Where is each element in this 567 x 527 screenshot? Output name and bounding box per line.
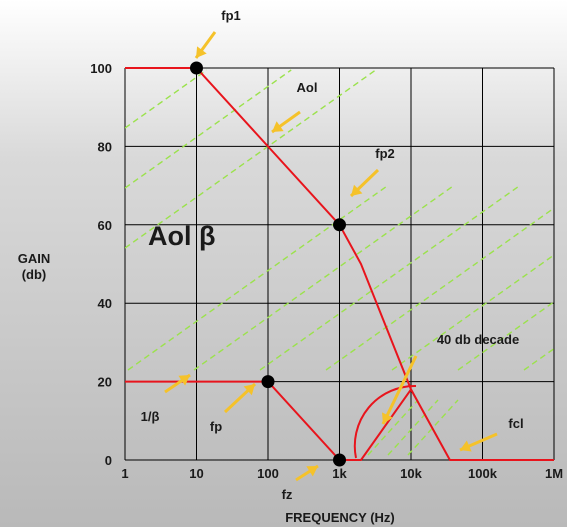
annotation-arrowhead-6	[306, 466, 318, 477]
hatch-upper-line-0	[125, 69, 208, 129]
x-axis-label: FREQUENCY (Hz)	[285, 510, 395, 525]
annotation-arrowhead-2	[351, 184, 363, 196]
grid	[124, 67, 555, 461]
hatch-region	[125, 69, 554, 456]
label-fp2: fp2	[375, 146, 395, 161]
x-tick-label-0: 1	[121, 466, 128, 481]
hatch-line-2	[259, 184, 521, 371]
hatch-upper-line-2	[125, 69, 377, 249]
hatch-line-1	[193, 184, 455, 371]
label-fp1: fp1	[221, 8, 241, 23]
marker-fp1	[190, 61, 203, 75]
annotation-arrowhead-4	[178, 375, 190, 386]
annotation-arrow-3	[381, 355, 418, 425]
marker-fp	[261, 375, 275, 389]
label-fp: fp	[210, 419, 222, 434]
tick-labels: 1 10 100 1k 10k 100k 1M 0 20 40 60 80 100	[90, 61, 563, 481]
hatch-corner-line-1	[387, 399, 439, 456]
y-axis-label-line1: GAIN (db)	[18, 251, 51, 282]
annotation-arrowhead-1	[272, 121, 284, 132]
y-tick-label-5: 100	[90, 61, 112, 76]
label-fz: fz	[282, 487, 293, 502]
annotation-arrowhead-0	[196, 46, 207, 58]
hatch-line-0	[127, 184, 389, 371]
y-tick-label-0: 0	[105, 453, 112, 468]
annotation-arrowhead-3	[382, 412, 393, 424]
annotation-arrowhead-5	[243, 384, 255, 396]
marker-fz	[333, 453, 346, 467]
x-tick-label-3: 1k	[332, 466, 347, 481]
annotation-arrowhead-7	[460, 440, 472, 452]
hatch-line-4	[391, 254, 554, 371]
x-tick-label-4: 10k	[400, 466, 422, 481]
hatch-upper-line-1	[125, 69, 292, 189]
hatch-corner-line-0	[367, 399, 419, 456]
label-aol-beta: Aol β	[148, 221, 215, 251]
x-tick-label-2: 100	[257, 466, 279, 481]
label-inverse-beta: 1/β	[141, 409, 160, 424]
x-tick-label-6: 1M	[545, 466, 563, 481]
hatch-line-3	[325, 207, 554, 371]
label-fcl: fcl	[508, 416, 523, 431]
x-tick-label-1: 10	[189, 466, 203, 481]
marker-fp2	[333, 218, 346, 232]
label-40db-decade: 40 db decade	[437, 332, 519, 347]
y-tick-label-3: 60	[98, 218, 112, 233]
y-tick-label-2: 40	[98, 296, 112, 311]
x-tick-label-5: 100k	[468, 466, 498, 481]
hatch-line-5	[457, 300, 554, 371]
annotation-arrows	[164, 31, 498, 482]
y-tick-label-1: 20	[98, 375, 112, 390]
y-tick-label-4: 80	[98, 139, 112, 154]
hatch-corner-line-2	[407, 399, 459, 456]
hatch-line-6	[523, 347, 554, 371]
pole-zero-markers	[190, 61, 346, 467]
label-aol: Aol	[297, 80, 318, 95]
